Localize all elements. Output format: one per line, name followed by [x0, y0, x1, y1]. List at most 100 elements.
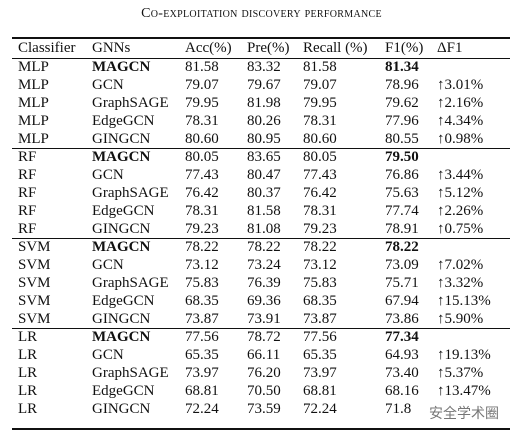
table-cell: GCN: [92, 167, 124, 183]
table-cell: ↑5.90%: [437, 311, 484, 327]
watermark: 安全学术圈: [425, 402, 503, 424]
table-cell: GINGCN: [92, 401, 151, 417]
table-cell: 65.35: [303, 347, 337, 363]
table-cell: 75.83: [185, 275, 219, 291]
table-cell: 68.35: [303, 293, 337, 309]
table-cell: GINGCN: [92, 221, 151, 237]
table-cell: MAGCN: [92, 59, 151, 75]
table-cell: 73.12: [303, 257, 337, 273]
table-cell: 73.09: [385, 257, 419, 273]
table-cell: SVM: [18, 275, 51, 291]
table-cell: LR: [18, 401, 38, 417]
table-cell: 75.71: [385, 275, 419, 291]
table-cell: 78.72: [247, 329, 281, 345]
table-cell: 76.20: [247, 365, 281, 381]
table-cell: 69.36: [247, 293, 281, 309]
table-cell: LR: [18, 347, 38, 363]
table-cell: 64.93: [385, 347, 419, 363]
header-cell: F1(%): [385, 40, 424, 56]
header-cell: ΔF1: [437, 40, 463, 56]
table-cell: 81.58: [185, 59, 219, 75]
table-cell: 72.24: [185, 401, 219, 417]
table-cell: EdgeGCN: [92, 203, 155, 219]
table-cell: 65.35: [185, 347, 219, 363]
table-cell: 81.08: [247, 221, 281, 237]
table-cell: EdgeGCN: [92, 293, 155, 309]
table-cell: 81.58: [303, 59, 337, 75]
table-cell: 80.05: [185, 149, 219, 165]
header-cell: GNNs: [92, 40, 131, 56]
table-cell: SVM: [18, 311, 51, 327]
table-cell: LR: [18, 365, 38, 381]
table-cell: ↑2.26%: [437, 203, 484, 219]
table-cell: 77.43: [185, 167, 219, 183]
table-cell: 73.59: [247, 401, 281, 417]
table-cell: 79.07: [185, 77, 219, 93]
table-cell: ↑5.12%: [437, 185, 484, 201]
table-cell: ↑4.34%: [437, 113, 484, 129]
table-cell: 76.42: [303, 185, 337, 201]
table-cell: 78.96: [385, 77, 419, 93]
table-cell: 73.40: [385, 365, 419, 381]
table-cell: GCN: [92, 257, 124, 273]
table-cell: 79.23: [303, 221, 337, 237]
table-cell: MAGCN: [92, 149, 151, 165]
table-cell: 80.37: [247, 185, 281, 201]
table-cell: RF: [18, 167, 37, 183]
table-cell: 78.31: [303, 203, 337, 219]
table-cell: SVM: [18, 293, 51, 309]
table-cell: 83.32: [247, 59, 281, 75]
table-cell: 79.95: [185, 95, 219, 111]
table-cell: ↑2.16%: [437, 95, 484, 111]
table-cell: 67.94: [385, 293, 419, 309]
table-cell: 79.67: [247, 77, 281, 93]
table-cell: 73.24: [247, 257, 281, 273]
table-cell: RF: [18, 203, 37, 219]
table-cell: 77.74: [385, 203, 419, 219]
table-cell: 75.83: [303, 275, 337, 291]
table-cell: MAGCN: [92, 239, 151, 255]
table-cell: 77.43: [303, 167, 337, 183]
table-cell: ↑0.75%: [437, 221, 484, 237]
table-cell: GCN: [92, 347, 124, 363]
table-cell: EdgeGCN: [92, 383, 155, 399]
table-cell: 83.65: [247, 149, 281, 165]
table-cell: MLP: [18, 131, 49, 147]
table-cell: GINGCN: [92, 311, 151, 327]
table-cell: LR: [18, 383, 38, 399]
table-cell: 66.11: [247, 347, 281, 363]
table-cell: ↑0.98%: [437, 131, 484, 147]
table-cell: MAGCN: [92, 329, 151, 345]
table-cell: 73.91: [247, 311, 281, 327]
table-rule: [12, 238, 510, 239]
table-cell: 80.60: [185, 131, 219, 147]
table-cell: 79.07: [303, 77, 337, 93]
table-cell: 79.23: [185, 221, 219, 237]
table-cell: 76.86: [385, 167, 419, 183]
table-cell: 72.24: [303, 401, 337, 417]
table-cell: SVM: [18, 239, 51, 255]
table-cell: 75.63: [385, 185, 419, 201]
table-cell: 73.87: [303, 311, 337, 327]
table-cell: 71.8: [385, 401, 412, 417]
table-cell: 79.62: [385, 95, 419, 111]
table-cell: 76.42: [185, 185, 219, 201]
table-cell: 78.22: [185, 239, 219, 255]
table-cell: ↑15.13%: [437, 293, 491, 309]
table-cell: 77.96: [385, 113, 419, 129]
table-cell: 77.56: [185, 329, 219, 345]
table-rule: [12, 148, 510, 149]
header-cell: Recall (%): [303, 40, 368, 56]
table-cell: MLP: [18, 113, 49, 129]
table-cell: 73.12: [185, 257, 219, 273]
table-cell: ↑3.44%: [437, 167, 484, 183]
table-cell: ↑13.47%: [437, 383, 491, 399]
table-cell: ↑19.13%: [437, 347, 491, 363]
table-cell: 80.60: [303, 131, 337, 147]
table-cell: 78.22: [385, 239, 419, 255]
table-cell: 78.31: [185, 203, 219, 219]
table-rule: [12, 428, 510, 430]
table-cell: GraphSAGE: [92, 185, 169, 201]
table-cell: 80.05: [303, 149, 337, 165]
table-cell: 77.34: [385, 329, 419, 345]
